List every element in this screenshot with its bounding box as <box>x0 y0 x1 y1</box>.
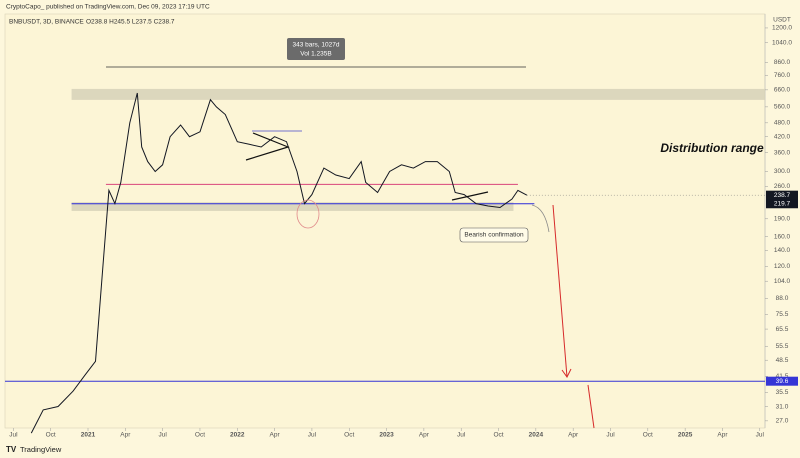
y-tick-label: 1040.0 <box>772 39 792 46</box>
pattern-line <box>451 191 489 201</box>
arrow-head <box>561 368 572 378</box>
x-tick-label: Jul <box>756 432 765 439</box>
measure-bars: 343 bars, 1027d <box>293 42 340 49</box>
x-tick-label: Jul <box>308 432 317 439</box>
y-tick-label: 1200.0 <box>772 25 792 32</box>
measure-box <box>287 38 345 60</box>
confirmation-box <box>459 227 529 243</box>
y-tick-label: 760.0 <box>774 72 791 79</box>
triangle-pattern <box>245 132 290 161</box>
x-tick-label: 2023 <box>379 432 394 439</box>
y-tick-label: 860.0 <box>774 59 791 66</box>
y-tick-label: 120.0 <box>774 263 791 270</box>
y-tick-label: 160.0 <box>774 233 791 240</box>
projection-arrow <box>587 384 595 429</box>
x-tick-label: Oct <box>344 432 354 439</box>
symbol: BNBUSDT, 3D, BINANCE <box>9 19 84 26</box>
x-tick-label: 2021 <box>81 432 96 439</box>
brand-logo: TV <box>6 445 17 454</box>
level-tag <box>766 199 798 209</box>
confirmation-label: Bearish confirmation <box>464 232 524 239</box>
x-tick-label: Apr <box>419 432 430 439</box>
highlight-ellipse <box>296 199 320 229</box>
x-tick-label: Oct <box>195 432 205 439</box>
y-tick-label: 190.0 <box>774 216 791 223</box>
y-tick-label: 41.5 <box>776 373 789 380</box>
range-label: Distribution range <box>660 141 764 155</box>
y-tick-label: 260.0 <box>774 183 791 190</box>
brand: TradingView <box>20 445 62 454</box>
x-tick-label: 2022 <box>230 432 245 439</box>
last-price-label: 238.7 <box>774 192 791 199</box>
x-tick-label: Apr <box>120 432 131 439</box>
plot-area <box>4 13 766 429</box>
y-tick-label: 75.5 <box>776 311 789 318</box>
y-tick-label: 560.0 <box>774 104 791 111</box>
published-note: CryptoCapo_ published on TradingView.com… <box>6 4 210 11</box>
x-tick-label: Jul <box>158 432 167 439</box>
y-tick-label: 88.0 <box>776 295 789 302</box>
x-tick-label: Jul <box>9 432 18 439</box>
y-tick-label: 660.0 <box>774 87 791 94</box>
projection-arrow <box>552 204 568 378</box>
x-tick-label: Oct <box>643 432 653 439</box>
x-tick-label: Apr <box>270 432 281 439</box>
x-tick-label: Jul <box>457 432 466 439</box>
y-tick-label: 27.0 <box>776 418 789 425</box>
projection-path <box>531 204 550 233</box>
level-tag <box>766 376 798 386</box>
y-tick-label: 420.0 <box>774 133 791 140</box>
x-tick-label: 2024 <box>529 432 544 439</box>
y-tick-label: 300.0 <box>774 168 791 175</box>
plot-layer <box>5 88 765 434</box>
price-line <box>30 92 528 434</box>
x-tick-label: Jul <box>606 432 615 439</box>
y-tick-label: 104.0 <box>774 278 791 285</box>
y-tick-label: 65.5 <box>776 326 789 333</box>
zone <box>71 202 514 211</box>
zone <box>71 88 765 100</box>
level-tag-label: 39.6 <box>776 378 789 385</box>
price-unit: USDT <box>773 17 791 24</box>
y-tick-label: 140.0 <box>774 247 791 254</box>
y-tick-label: 55.5 <box>776 343 789 350</box>
measure-vol: Vol 1.235B <box>300 51 331 58</box>
last-price-tag <box>766 190 798 200</box>
x-tick-label: Oct <box>493 432 503 439</box>
x-tick-label: Oct <box>46 432 56 439</box>
y-tick-label: 360.0 <box>774 149 791 156</box>
level-tag-label: 219.7 <box>774 200 791 207</box>
x-tick-label: 2025 <box>678 432 693 439</box>
y-tick-label: 35.5 <box>776 389 789 396</box>
x-tick-label: Apr <box>568 432 579 439</box>
y-tick-label: 31.0 <box>776 403 789 410</box>
y-tick-label: 480.0 <box>774 120 791 127</box>
x-tick-label: Apr <box>717 432 728 439</box>
ohlc: O238.8 H245.5 L237.5 C238.7 <box>86 19 175 26</box>
y-tick-label: 48.5 <box>776 357 789 364</box>
